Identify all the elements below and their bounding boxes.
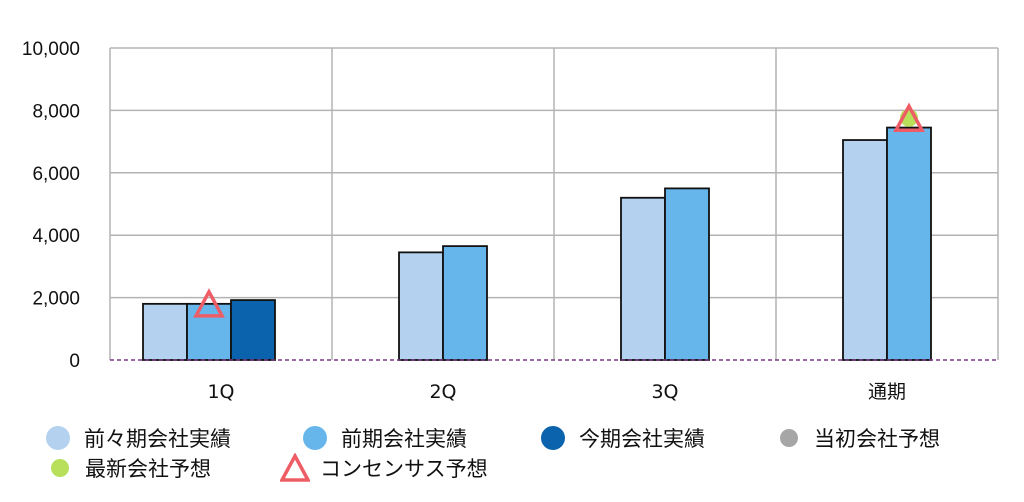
x-tick-label: 2Q	[429, 381, 456, 403]
legend-circle-icon	[541, 426, 565, 450]
bar	[842, 139, 888, 361]
legend-item: 前々期会社実績	[46, 423, 231, 453]
legend-label: 当初会社予想	[814, 427, 940, 451]
x-tick-label: 3Q	[651, 381, 678, 403]
bar	[230, 299, 276, 361]
y-tick-label: 2,000	[32, 289, 80, 310]
legend-label: 最新会社予想	[85, 457, 211, 481]
bar	[398, 251, 444, 361]
legend-item: 前期会社実績	[303, 423, 467, 453]
y-tick-label: 10,000	[22, 39, 80, 60]
consensus-point	[893, 102, 925, 132]
legend-item: コンセンサス予想	[279, 452, 488, 483]
bar	[442, 245, 488, 361]
legend-item: 当初会社予想	[780, 423, 940, 453]
x-tick-label: 通期	[868, 381, 906, 403]
consensus-point	[193, 288, 225, 318]
bar	[886, 126, 932, 361]
y-tick-label: 8,000	[32, 101, 80, 122]
legend-circle-icon	[51, 459, 69, 477]
x-tick-label: 1Q	[207, 381, 234, 403]
legend-item: 今期会社実績	[541, 423, 705, 453]
legend-circle-icon	[303, 426, 327, 450]
legend-item: 最新会社予想	[51, 453, 211, 483]
legend-circle-icon	[780, 429, 798, 447]
bar-chart: 0 2,000 4,000 6,000 8,000 10,000 1Q 2Q 3Q 通期	[22, 39, 999, 403]
y-tick-label: 0	[69, 351, 80, 372]
legend-circle-icon	[46, 426, 70, 450]
y-tick-label: 6,000	[32, 164, 80, 185]
bar	[142, 302, 188, 361]
bar	[664, 187, 710, 361]
legend-label: コンセンサス予想	[320, 457, 488, 481]
legend-label: 前々期会社実績	[84, 427, 231, 451]
bar	[620, 196, 666, 361]
legend-label: 前期会社実績	[341, 427, 467, 451]
bar	[186, 302, 232, 361]
legend-label: 今期会社実績	[579, 427, 705, 451]
y-tick-label: 4,000	[32, 226, 80, 247]
legend-triangle-icon	[279, 452, 311, 483]
